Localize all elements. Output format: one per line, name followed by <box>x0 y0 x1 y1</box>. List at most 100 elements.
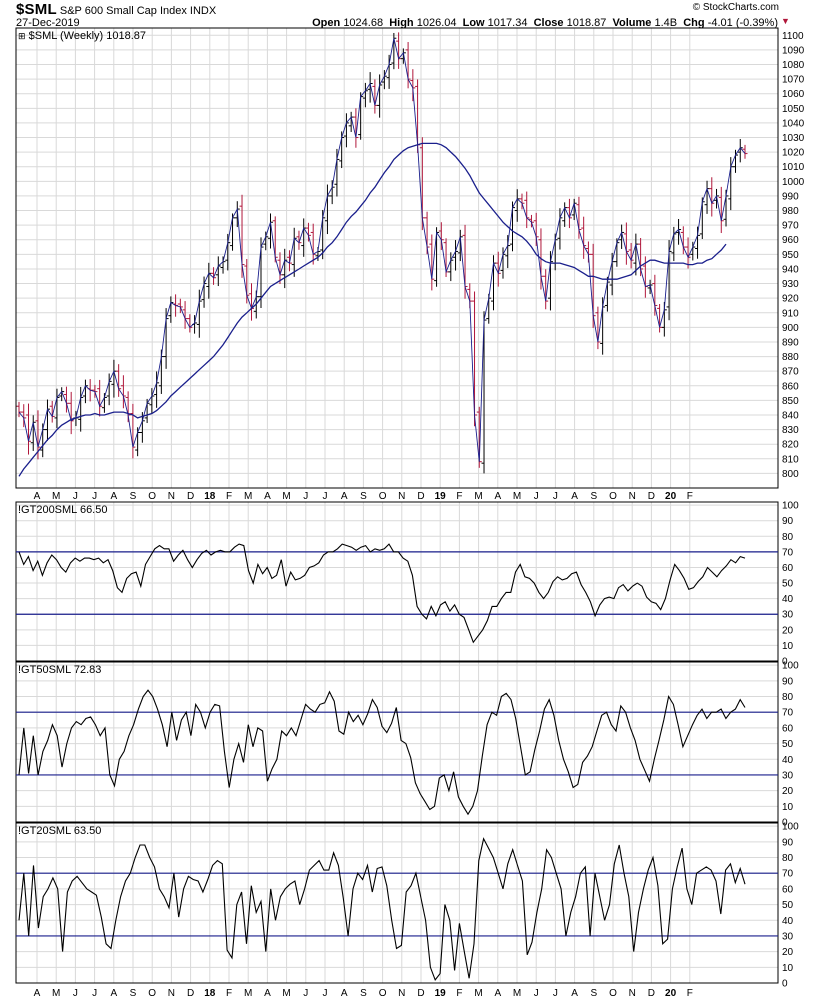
y-tick-label: 1080 <box>782 60 805 71</box>
high-label: High <box>389 17 414 29</box>
x-tick-label: D <box>648 491 655 502</box>
x-tick-label: S <box>360 988 367 999</box>
close-value: 1018.87 <box>566 17 607 29</box>
x-tick-label: J <box>323 988 328 999</box>
y-tick-label: 70 <box>782 547 794 558</box>
chart-date: 27-Dec-2019 <box>16 17 80 29</box>
x-tick-label: M <box>474 491 482 502</box>
y-tick-label: 970 <box>782 221 799 232</box>
ticker-symbol[interactable]: $SML <box>16 1 57 18</box>
x-tick-label: A <box>34 491 41 502</box>
chg-value: -4.01 (-0.39%) <box>707 17 778 29</box>
x-tick-label: D <box>187 491 194 502</box>
y-tick-label: 840 <box>782 410 799 421</box>
y-tick-label: 40 <box>782 916 794 927</box>
symbol-line: $SML S&P 600 Small Cap Index INDX <box>16 1 216 18</box>
y-tick-label: 1070 <box>782 75 805 86</box>
volume-label: Volume <box>612 17 652 29</box>
x-tick-label: 19 <box>435 491 447 502</box>
close-line <box>18 38 746 462</box>
x-tick-label: S <box>360 491 367 502</box>
low-label: Low <box>462 17 485 29</box>
x-tick-label: M <box>244 988 252 999</box>
x-tick-label: 18 <box>204 988 216 999</box>
y-tick-label: 1040 <box>782 118 805 129</box>
panel-title-gt200: !GT200SML 66.50 <box>18 504 108 516</box>
x-tick-label: 20 <box>665 988 677 999</box>
x-tick-label: A <box>34 988 41 999</box>
x-tick-label: M <box>282 988 290 999</box>
x-tick-label: S <box>130 491 137 502</box>
panel-2: 0 10 20 30 40 50 60 70 80 90 100 <box>15 661 799 829</box>
x-tick-label: 20 <box>665 491 677 502</box>
high-value: 1026.04 <box>416 17 457 29</box>
y-tick-label: 30 <box>782 610 794 621</box>
x-tick-label: J <box>92 988 97 999</box>
y-tick-label: 60 <box>782 884 794 895</box>
y-tick-label: 920 <box>782 294 799 305</box>
x-tick-label: M <box>52 491 60 502</box>
x-tick-label: D <box>187 988 194 999</box>
watermark[interactable]: © StockCharts.com <box>692 2 779 13</box>
x-tick-label: O <box>148 491 156 502</box>
y-tick-label: 40 <box>782 594 794 605</box>
panel-3: 0 10 20 30 40 50 60 70 80 90 100 <box>15 822 799 990</box>
x-tick-label: 19 <box>435 988 447 999</box>
y-tick-label: 1050 <box>782 104 805 115</box>
y-tick-label: 1030 <box>782 133 805 144</box>
x-tick-label: M <box>52 988 60 999</box>
quote-line: Open 1024.68 High 1026.04 Low 1017.34 Cl… <box>312 17 778 29</box>
panel-title-gt20: !GT20SML 63.50 <box>18 825 102 837</box>
x-tick-label: F <box>456 491 462 502</box>
volume-value: 1.4B <box>654 17 678 29</box>
y-tick-label: 50 <box>782 739 794 750</box>
x-tick-label: M <box>474 988 482 999</box>
x-tick-label: J <box>73 491 78 502</box>
panel-title-price: ⊞ $SML (Weekly) 1018.87 <box>18 30 146 42</box>
price-panel-label: $SML (Weekly) 1018.87 <box>28 30 146 42</box>
y-tick-label: 100 <box>782 822 799 833</box>
y-tick-label: 800 <box>782 469 799 480</box>
y-tick-label: 0 <box>782 979 788 990</box>
y-tick-label: 860 <box>782 381 799 392</box>
y-tick-label: 70 <box>782 869 794 880</box>
chart-settings-icon[interactable]: ⊞ <box>18 31 26 41</box>
y-tick-label: 980 <box>782 206 799 217</box>
open-label: Open <box>312 17 341 29</box>
y-tick-label: 1000 <box>782 177 805 188</box>
x-tick-label: O <box>148 988 156 999</box>
low-value: 1017.34 <box>487 17 528 29</box>
y-tick-label: 50 <box>782 579 794 590</box>
y-tick-label: 960 <box>782 235 799 246</box>
x-tick-label: N <box>398 988 405 999</box>
y-tick-label: 1090 <box>782 45 805 56</box>
x-tick-label: M <box>513 491 521 502</box>
y-tick-label: 810 <box>782 454 799 465</box>
x-tick-label: A <box>110 491 117 502</box>
y-tick-label: 90 <box>782 516 794 527</box>
y-tick-label: 930 <box>782 279 799 290</box>
x-tick-label: A <box>571 491 578 502</box>
x-tick-label: N <box>398 491 405 502</box>
x-tick-label: F <box>687 988 693 999</box>
x-tick-label: D <box>648 988 655 999</box>
y-tick-label: 20 <box>782 947 794 958</box>
y-tick-label: 50 <box>782 900 794 911</box>
y-tick-label: 100 <box>782 501 799 512</box>
x-tick-label: O <box>379 988 387 999</box>
y-tick-label: 100 <box>782 661 799 672</box>
x-tick-label: A <box>264 988 271 999</box>
x-tick-label: M <box>513 988 521 999</box>
y-tick-label: 80 <box>782 692 794 703</box>
x-tick-label: J <box>553 988 558 999</box>
x-tick-label: J <box>92 491 97 502</box>
x-tick-label: J <box>534 491 539 502</box>
x-tick-label: J <box>73 988 78 999</box>
x-tick-label: D <box>417 491 424 502</box>
y-tick-label: 60 <box>782 723 794 734</box>
y-tick-label: 830 <box>782 425 799 436</box>
y-tick-label: 1060 <box>782 89 805 100</box>
x-axis: A M J J A S O N D 18 F M A M J J A S O N D 19 F M A M J J A S O N D 20 FA M… <box>34 491 693 999</box>
y-tick-label: 20 <box>782 786 794 797</box>
panel-0: 800 810 820 830 840 850 860 870 880 890 900 910 920 9… <box>15 27 805 489</box>
